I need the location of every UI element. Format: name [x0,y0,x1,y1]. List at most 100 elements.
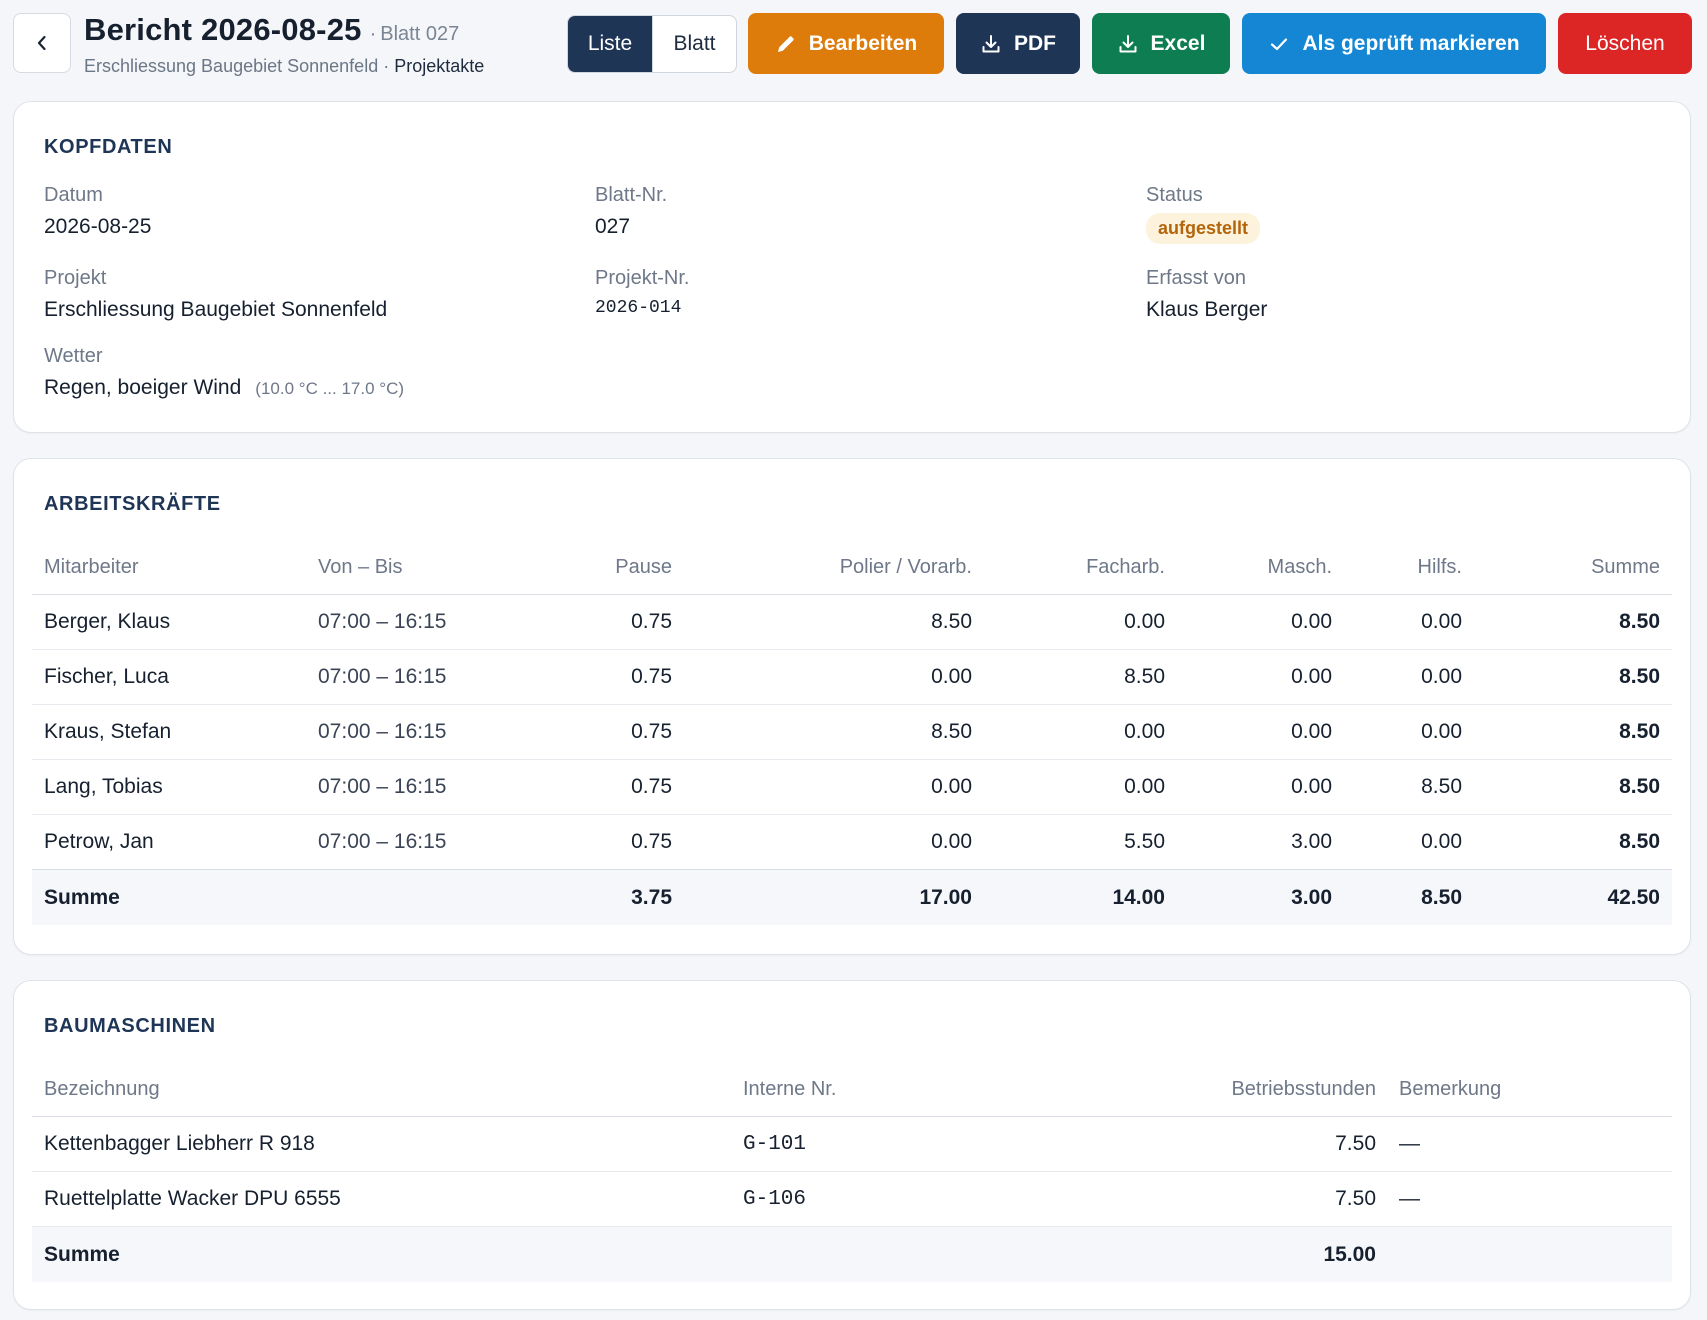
status-badge: aufgestellt [1146,213,1261,244]
projekt-field: Projekt Erschliessung Baugebiet Sonnenfe… [44,267,387,322]
projekt-nr-value: 2026-014 [595,298,682,318]
excel-button-label: Excel [1150,31,1206,55]
table-row: Kettenbagger Liebherr R 918 G-101 7.50 — [32,1117,1672,1172]
wetter-label: Wetter [44,345,103,367]
baumaschinen-title: BAUMASCHINEN [44,1015,216,1037]
table-header-row: Bezeichnung Interne Nr. Betriebsstunden … [32,1063,1672,1117]
table-row: Petrow, Jan 07:00 – 16:15 0.75 0.00 5.50… [32,815,1672,870]
col-pause: Pause [615,556,672,578]
cell-masch: 0.00 [1291,610,1332,633]
table-row: Ruettelplatte Wacker DPU 6555 G-106 7.50… [32,1172,1672,1227]
col-von-bis: Von – Bis [318,556,403,578]
view-blatt-button[interactable]: Blatt [652,16,736,72]
cell-von-bis: 07:00 – 16:15 [318,830,447,853]
cell-interne-nr: G-101 [743,1132,807,1156]
table-row: Berger, Klaus 07:00 – 16:15 0.75 8.50 0.… [32,595,1672,650]
projekt-nr-label: Projekt-Nr. [595,267,690,289]
cell-bemerkung: — [1399,1187,1420,1210]
total-hilfs: 8.50 [1421,885,1462,909]
cell-von-bis: 07:00 – 16:15 [318,720,447,743]
cell-hilfs: 0.00 [1421,830,1462,853]
cell-hilfs: 8.50 [1421,775,1462,798]
wetter-value-row: Regen, boeiger Wind (10.0 °C ... 17.0 °C) [44,376,404,400]
datum-value: 2026-08-25 [44,215,152,238]
projekt-nr-field: Projekt-Nr. 2026-014 [595,267,689,318]
cell-hilfs: 0.00 [1421,610,1462,633]
baumaschinen-card: BAUMASCHINEN Bezeichnung Interne Nr. Bet… [13,980,1691,1310]
breadcrumb-separator: · [378,56,395,76]
table-row: Lang, Tobias 07:00 – 16:15 0.75 0.00 0.0… [32,760,1672,815]
cell-pause: 0.75 [631,720,672,743]
cell-von-bis: 07:00 – 16:15 [318,610,447,633]
cell-hilfs: 0.00 [1421,720,1462,743]
projektakte-link[interactable]: Projektakte [394,56,485,76]
col-mitarbeiter: Mitarbeiter [44,556,139,578]
cell-mitarbeiter: Petrow, Jan [44,830,154,853]
cell-betriebsstunden: 7.50 [1335,1132,1376,1155]
mark-checked-button[interactable]: Als geprüft markieren [1242,13,1546,74]
projekt-value: Erschliessung Baugebiet Sonnenfeld [44,298,388,321]
cell-facharb: 0.00 [1124,775,1165,798]
col-bezeichnung: Bezeichnung [44,1078,160,1100]
cell-masch: 0.00 [1291,720,1332,743]
cell-bezeichnung: Kettenbagger Liebherr R 918 [44,1132,315,1155]
col-bemerkung: Bemerkung [1399,1078,1502,1100]
cell-masch: 0.00 [1291,775,1332,798]
cell-hilfs: 0.00 [1421,665,1462,688]
delete-button[interactable]: Löschen [1558,13,1692,74]
cell-summe: 8.50 [1619,720,1660,743]
download-icon [1119,34,1137,52]
cell-polier: 0.00 [931,775,972,798]
download-icon [982,34,1000,52]
cell-betriebsstunden: 7.50 [1335,1187,1376,1210]
cell-bezeichnung: Ruettelplatte Wacker DPU 6555 [44,1187,341,1210]
pencil-icon [777,35,794,52]
view-liste-button[interactable]: Liste [568,16,652,72]
total-facharb: 14.00 [1112,885,1165,909]
cell-pause: 0.75 [631,610,672,633]
cell-von-bis: 07:00 – 16:15 [318,665,447,688]
blatt-nr-value: 027 [595,215,631,238]
breadcrumb-project: Erschliessung Baugebiet Sonnenfeld [84,56,379,76]
table-row: Fischer, Luca 07:00 – 16:15 0.75 0.00 8.… [32,650,1672,705]
title-block: Bericht 2026-08-25 · Blatt 027 Erschlies… [84,12,484,77]
col-hilfs: Hilfs. [1417,556,1462,578]
cell-facharb: 8.50 [1124,665,1165,688]
arbeitskraefte-card: ARBEITSKRÄFTE Mitarbeiter Von – Bis Paus… [13,458,1691,955]
wetter-value: Regen, boeiger Wind [44,376,242,399]
total-masch: 3.00 [1291,885,1332,909]
cell-interne-nr: G-106 [743,1187,807,1211]
cell-pause: 0.75 [631,775,672,798]
cell-facharb: 0.00 [1124,720,1165,743]
total-label: Summe [44,885,120,909]
cell-von-bis: 07:00 – 16:15 [318,775,447,798]
edit-button[interactable]: Bearbeiten [748,13,944,74]
total-label: Summe [44,1242,120,1266]
kopfdaten-title: KOPFDATEN [44,136,173,158]
col-interne-nr: Interne Nr. [743,1078,837,1100]
blatt-field: Blatt-Nr. 027 [595,184,667,239]
col-polier: Polier / Vorarb. [839,556,972,578]
wetter-temperature-range: (10.0 °C ... 17.0 °C) [255,379,405,398]
erfasst-field: Erfasst von Klaus Berger [1146,267,1267,322]
mark-checked-label: Als geprüft markieren [1302,31,1520,55]
cell-facharb: 5.50 [1124,830,1165,853]
status-field: Status aufgestellt [1146,184,1261,244]
pdf-download-button[interactable]: PDF [956,13,1080,74]
arbeitskraefte-title: ARBEITSKRÄFTE [44,493,221,515]
cell-bemerkung: — [1399,1132,1420,1155]
cell-mitarbeiter: Berger, Klaus [44,610,171,633]
excel-download-button[interactable]: Excel [1092,13,1230,74]
chevron-left-icon [37,35,46,51]
cell-facharb: 0.00 [1124,610,1165,633]
col-betriebsstunden: Betriebsstunden [1231,1078,1376,1100]
cell-mitarbeiter: Lang, Tobias [44,775,163,798]
cell-mitarbeiter: Kraus, Stefan [44,720,172,743]
cell-masch: 0.00 [1291,665,1332,688]
back-button[interactable] [13,13,71,73]
col-masch: Masch. [1267,556,1332,578]
cell-polier: 0.00 [931,830,972,853]
col-facharb: Facharb. [1086,556,1165,578]
breadcrumb: Erschliessung Baugebiet Sonnenfeld · Pro… [84,56,484,77]
table-header-row: Mitarbeiter Von – Bis Pause Polier / Vor… [32,541,1672,595]
